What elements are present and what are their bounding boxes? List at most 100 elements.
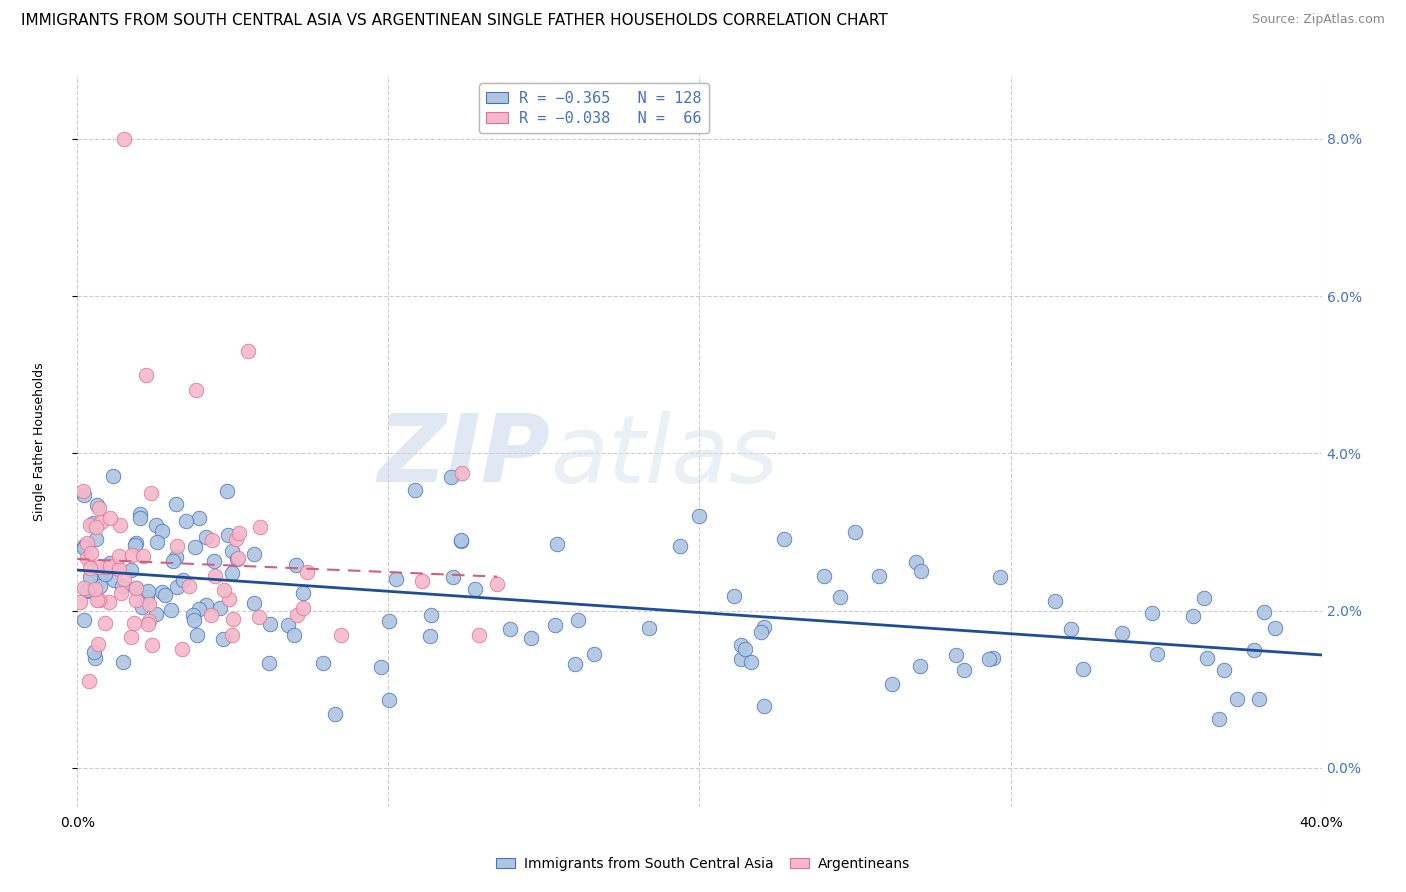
Point: [450, 534, 472, 549]
Point: [212, 632, 235, 647]
Point: [166, 581, 188, 595]
Point: [242, 547, 264, 561]
Point: [419, 629, 441, 643]
Point: [108, 518, 131, 533]
Point: [420, 608, 443, 623]
Point: [186, 628, 208, 642]
Point: [150, 584, 173, 599]
Point: [844, 524, 866, 539]
Point: [1111, 626, 1133, 640]
Point: [160, 603, 183, 617]
Point: [187, 510, 209, 524]
Point: [72, 539, 94, 553]
Point: [73, 581, 96, 595]
Point: [100, 556, 122, 570]
Point: [125, 536, 148, 550]
Point: [132, 549, 155, 563]
Point: [121, 548, 143, 562]
Point: [120, 563, 142, 577]
Point: [773, 532, 796, 546]
Point: [121, 630, 143, 644]
Point: [450, 533, 472, 547]
Point: [1071, 662, 1094, 676]
Point: [145, 607, 167, 621]
Point: [136, 583, 159, 598]
Point: [1059, 622, 1081, 636]
Point: [249, 520, 271, 534]
Point: [98, 511, 121, 525]
Point: [467, 628, 489, 642]
Point: [259, 616, 281, 631]
Point: [953, 663, 976, 677]
Point: [79, 560, 101, 574]
Point: [945, 648, 967, 662]
Text: ZIP: ZIP: [377, 410, 550, 502]
Point: [1195, 650, 1218, 665]
Point: [1253, 605, 1275, 619]
Point: [813, 569, 835, 583]
Point: [72, 487, 94, 501]
Point: [1247, 691, 1270, 706]
Point: [188, 601, 211, 615]
Point: [411, 574, 433, 589]
Point: [1212, 663, 1234, 677]
Point: [222, 612, 245, 626]
Point: [76, 551, 98, 566]
Point: [125, 581, 148, 595]
Point: [981, 651, 1004, 665]
Point: [291, 601, 314, 615]
Point: [1140, 607, 1163, 621]
Point: [86, 498, 108, 512]
Y-axis label: Single Father Households: Single Father Households: [34, 362, 46, 521]
Point: [292, 586, 315, 600]
Point: [72, 613, 94, 627]
Point: [172, 573, 194, 587]
Point: [83, 650, 105, 665]
Point: [103, 574, 125, 588]
Point: [166, 540, 188, 554]
Point: [910, 565, 932, 579]
Point: [131, 599, 153, 614]
Point: [749, 624, 772, 639]
Point: [904, 555, 927, 569]
Point: [225, 551, 247, 566]
Point: [225, 532, 247, 546]
Point: [107, 562, 129, 576]
Point: [242, 596, 264, 610]
Point: [734, 641, 756, 656]
Point: [72, 484, 94, 499]
Point: [1146, 647, 1168, 661]
Point: [378, 614, 401, 628]
Point: [221, 566, 243, 581]
Point: [135, 368, 157, 382]
Point: [217, 484, 239, 499]
Point: [83, 582, 105, 597]
Point: [107, 549, 129, 563]
Point: [201, 533, 224, 547]
Point: [125, 593, 148, 607]
Point: [112, 572, 135, 586]
Point: [79, 570, 101, 584]
Point: [184, 540, 207, 554]
Legend: R = −0.365   N = 128, R = −0.038   N =  66: R = −0.365 N = 128, R = −0.038 N = 66: [479, 84, 709, 133]
Point: [221, 628, 243, 642]
Point: [110, 586, 132, 600]
Point: [582, 647, 605, 661]
Point: [84, 532, 107, 546]
Point: [247, 610, 270, 624]
Point: [370, 660, 392, 674]
Point: [141, 638, 163, 652]
Point: [87, 637, 110, 651]
Point: [979, 652, 1001, 666]
Point: [125, 582, 148, 596]
Point: [89, 579, 111, 593]
Point: [404, 483, 426, 498]
Point: [228, 526, 250, 541]
Point: [139, 486, 162, 500]
Point: [689, 509, 711, 524]
Point: [544, 617, 567, 632]
Point: [277, 618, 299, 632]
Point: [668, 540, 690, 554]
Point: [112, 132, 135, 146]
Point: [82, 516, 104, 530]
